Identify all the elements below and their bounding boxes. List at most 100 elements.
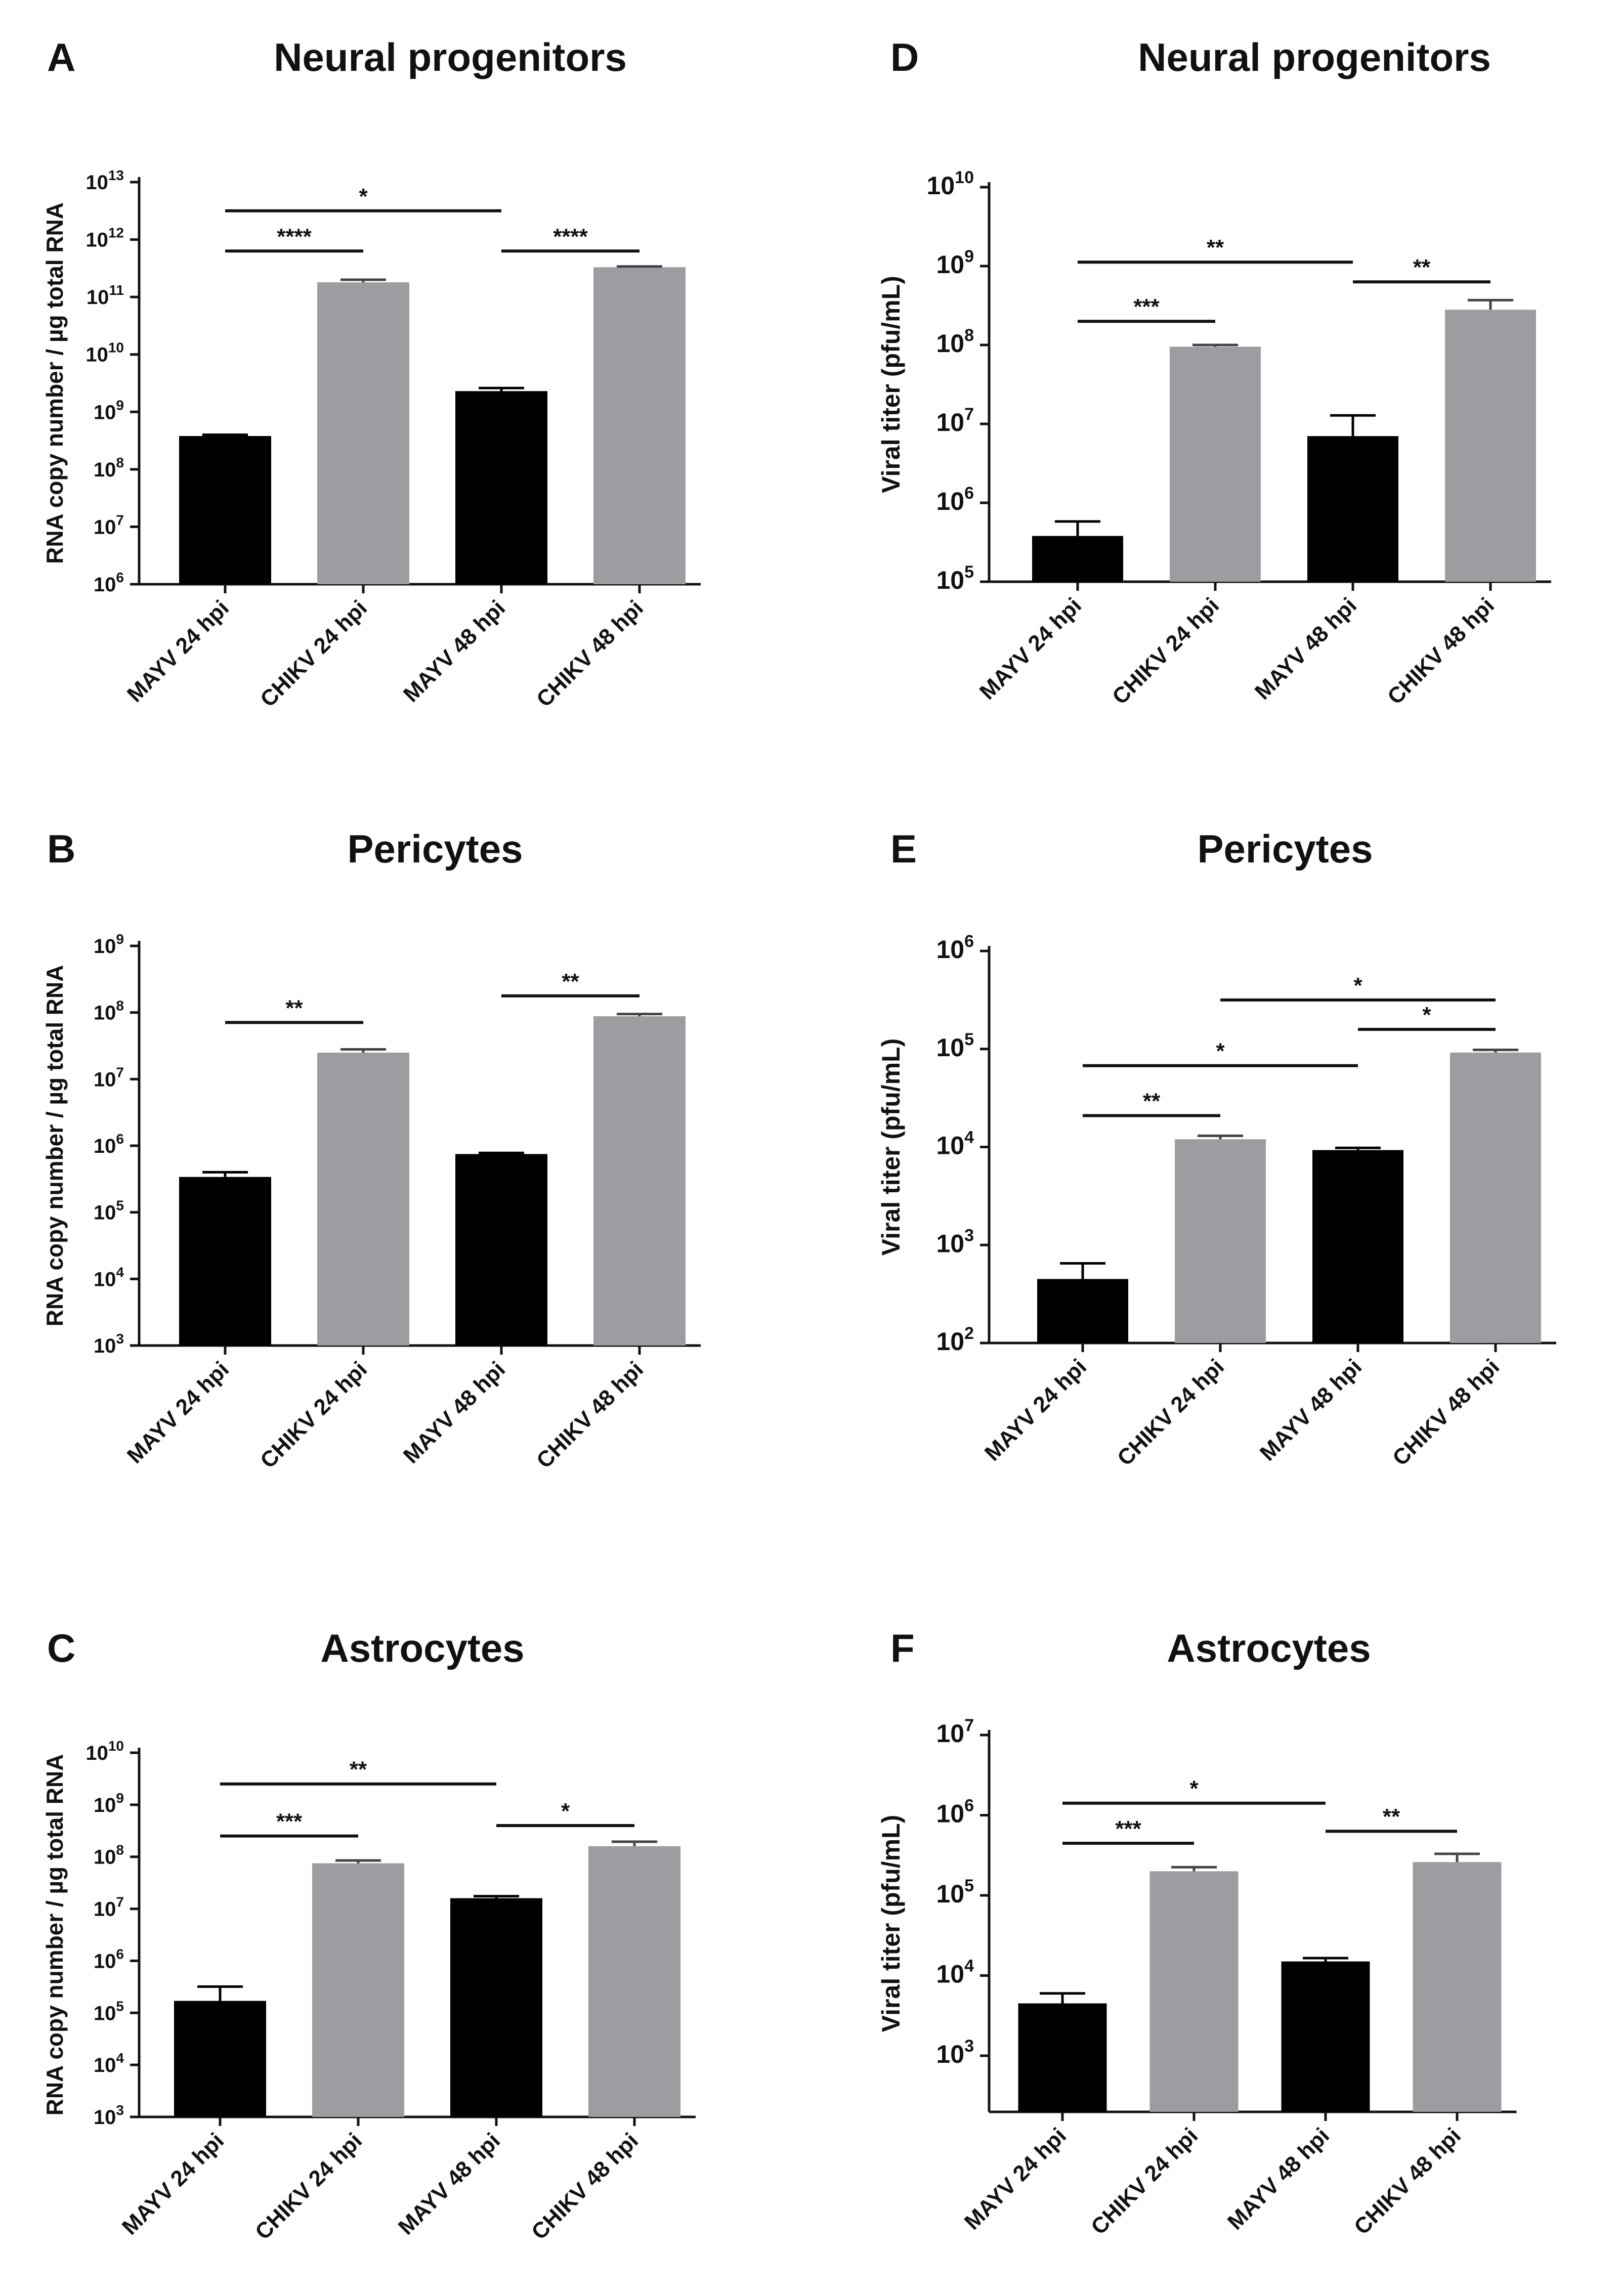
panel-f-bar	[1018, 2003, 1107, 2112]
panel-a-y-tick-label: 1011	[87, 282, 124, 309]
panel-a: A Neural progenitors RNA copy number / µ…	[41, 35, 627, 564]
panel-f-y-tick-label: 107	[936, 1716, 974, 1748]
panel-b-y-axis-label: RNA copy number / µg total RNA	[41, 965, 68, 1327]
panel-e-y-tick-label: 105	[936, 1030, 974, 1062]
panel-c-y-tick-label: 104	[94, 2050, 124, 2076]
panel-b: B Pericytes RNA copy number / µg total R…	[41, 827, 523, 1326]
panel-a-bar	[593, 267, 686, 584]
panel-a-y-tick-label: 109	[94, 397, 124, 423]
panel-e-y-tick-label: 102	[936, 1324, 974, 1356]
panel-a-letter: A	[47, 35, 75, 79]
panel-d-title: Neural progenitors	[1138, 35, 1491, 79]
panel-b-significance-label: **	[562, 969, 579, 994]
panel-f-significance-label: ***	[1115, 1816, 1141, 1841]
panel-b-y-tick-label: 109	[94, 931, 124, 958]
panel-b-bar	[179, 1177, 271, 1346]
panel-d-bar	[1445, 310, 1536, 582]
panel-d: D Neural progenitors Viral titer (pfu/mL…	[877, 35, 1491, 493]
panel-c-significance-label: **	[350, 1757, 367, 1782]
panel-f-significance-label: **	[1383, 1804, 1400, 1829]
panel-c-y-tick-label: 1010	[86, 1738, 124, 1764]
panel-f-y-tick-label: 104	[936, 1957, 974, 1988]
panel-a-significance-label: ****	[277, 224, 312, 249]
panel-d-letter: D	[890, 35, 919, 79]
panel-e-bar	[1450, 1052, 1541, 1343]
panel-b-y-tick-label: 103	[94, 1331, 124, 1357]
panel-c-y-tick-label: 106	[94, 1946, 124, 1972]
panel-b-bar	[317, 1052, 409, 1346]
panel-a-y-tick-label: 107	[94, 512, 124, 538]
panel-b-y-tick-label: 106	[94, 1131, 124, 1157]
panel-c-significance-label: ***	[276, 1809, 303, 1834]
panel-d-y-tick-label: 1010	[927, 168, 974, 200]
panel-a-y-tick-label: 1013	[86, 167, 124, 194]
panel-a-y-axis-label: RNA copy number / µg total RNA	[41, 202, 68, 564]
panel-c-letter: C	[47, 1626, 75, 1670]
panel-d-bar	[1170, 346, 1261, 582]
panel-d-bar	[1307, 436, 1398, 582]
panel-b-significance-label: **	[285, 995, 303, 1020]
panel-b-title: Pericytes	[348, 827, 523, 871]
panel-b-y-tick-label: 107	[94, 1064, 124, 1091]
panel-f-title: Astrocytes	[1167, 1626, 1371, 1670]
panel-a-y-tick-label: 106	[94, 570, 124, 596]
panel-f-letter: F	[890, 1626, 915, 1670]
panel-c-significance-label: *	[561, 1799, 570, 1824]
panel-e-significance-label: *	[1353, 973, 1362, 998]
panel-a-bar	[179, 436, 271, 584]
panel-e-bar	[1175, 1139, 1266, 1343]
panel-d-bar	[1032, 536, 1123, 582]
panel-d-y-tick-label: 105	[936, 562, 974, 594]
panel-f-y-axis-label: Viral titer (pfu/mL)	[877, 1815, 905, 2032]
panel-e-significance-label: *	[1216, 1039, 1225, 1064]
panel-c-y-tick-label: 108	[94, 1842, 124, 1869]
panel-c-bar	[588, 1846, 680, 2117]
panel-f-y-tick-label: 103	[936, 2037, 974, 2068]
panel-f-bar	[1281, 1961, 1370, 2112]
panel-c-y-axis-label: RNA copy number / µg total RNA	[41, 1754, 68, 2116]
panel-d-y-tick-label: 107	[936, 405, 974, 437]
panel-b-bar	[455, 1154, 547, 1346]
panel-c-y-tick-label: 105	[94, 1998, 124, 2024]
panel-c: C Astrocytes RNA copy number / µg total …	[41, 1626, 524, 2115]
panel-c-bar	[312, 1863, 404, 2117]
panel-c-bar	[174, 2001, 266, 2117]
panel-e-significance-label: *	[1422, 1003, 1431, 1027]
panel-b-y-tick-label: 104	[94, 1264, 124, 1290]
panel-d-significance-label: ***	[1133, 294, 1160, 319]
panel-a-y-tick-label: 108	[94, 455, 124, 481]
panel-b-y-tick-label: 105	[94, 1198, 124, 1224]
panel-e-bar	[1312, 1150, 1403, 1343]
panel-e-letter: E	[890, 827, 917, 871]
panel-a-y-tick-label: 1012	[86, 225, 124, 251]
panel-b-bar	[593, 1016, 686, 1346]
panel-d-y-axis-label: Viral titer (pfu/mL)	[877, 276, 905, 493]
panel-e-y-tick-label: 104	[936, 1128, 974, 1160]
panel-f-significance-label: *	[1189, 1777, 1199, 1801]
panel-a-y-tick-label: 1010	[86, 340, 124, 366]
panel-e: E Pericytes Viral titer (pfu/mL)	[877, 827, 1373, 1255]
panel-d-significance-label: **	[1413, 255, 1431, 280]
panel-f-y-tick-label: 105	[936, 1876, 974, 1908]
panel-e-y-tick-label: 106	[936, 932, 974, 964]
panel-d-y-tick-label: 106	[936, 484, 974, 515]
panel-f-bar	[1149, 1871, 1239, 2112]
panel-e-title: Pericytes	[1198, 827, 1373, 871]
panel-a-title: Neural progenitors	[274, 35, 627, 79]
panel-a-significance-label: *	[359, 184, 368, 209]
panel-c-y-tick-label: 107	[94, 1894, 124, 1921]
panel-d-significance-label: **	[1207, 235, 1224, 260]
panel-b-y-tick-label: 108	[94, 998, 124, 1024]
panel-e-y-axis-label: Viral titer (pfu/mL)	[877, 1038, 905, 1256]
panel-d-y-tick-label: 108	[936, 326, 974, 358]
panel-c-y-tick-label: 109	[94, 1790, 124, 1816]
panel-a-bar	[455, 391, 547, 584]
panel-f: F Astrocytes Viral titer (pfu/mL)	[877, 1626, 1371, 2032]
panel-f-bar	[1413, 1862, 1502, 2112]
panel-a-significance-label: ****	[553, 224, 588, 249]
panel-c-title: Astrocytes	[320, 1626, 524, 1670]
panel-c-y-tick-label: 103	[94, 2102, 124, 2129]
panel-f-y-tick-label: 106	[936, 1796, 974, 1828]
panel-c-bar	[450, 1898, 542, 2117]
